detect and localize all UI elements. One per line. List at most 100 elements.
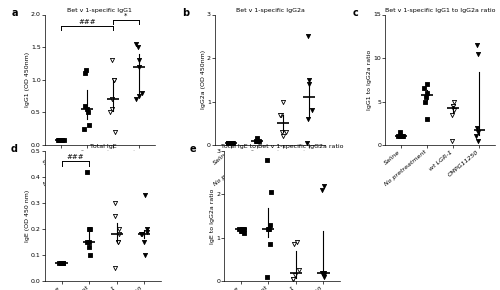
Point [84, 240, 92, 244]
Point [224, 140, 232, 145]
Point [394, 134, 402, 139]
Point [240, 227, 248, 231]
Point [254, 138, 262, 143]
Point [264, 227, 272, 231]
Point [112, 214, 120, 218]
Point [138, 232, 145, 237]
Title: Bet v 1-specific IgG1: Bet v 1-specific IgG1 [68, 8, 132, 13]
Point [238, 227, 246, 231]
Point [132, 97, 140, 101]
Point [450, 99, 458, 104]
Point [420, 86, 428, 91]
Point [84, 107, 92, 111]
Point [278, 130, 286, 134]
Point [236, 227, 244, 231]
Point [86, 253, 94, 258]
Point [318, 188, 326, 192]
Point [108, 97, 116, 101]
Point [85, 240, 93, 244]
Point [277, 112, 285, 117]
Point [57, 261, 65, 265]
Point [140, 240, 148, 244]
Point [449, 104, 457, 108]
Point [264, 157, 272, 162]
Point [448, 112, 456, 117]
Point [138, 90, 146, 95]
Point [84, 110, 92, 115]
Point [228, 140, 235, 145]
Point [114, 232, 122, 237]
Point [58, 261, 66, 265]
Point [304, 34, 312, 39]
Point [308, 108, 316, 113]
Point [114, 240, 122, 244]
Point [276, 112, 284, 117]
Point [450, 108, 458, 113]
Point [448, 138, 456, 143]
Point [266, 222, 274, 227]
Point [54, 138, 62, 143]
Point [238, 229, 246, 234]
Point [252, 138, 260, 143]
Point [56, 138, 64, 143]
Point [279, 99, 287, 104]
Point [111, 130, 119, 134]
Point [305, 77, 313, 82]
Point [59, 261, 67, 265]
Point [80, 104, 88, 108]
Point [142, 193, 150, 197]
Point [85, 123, 93, 128]
Point [252, 138, 260, 143]
Point [254, 138, 262, 143]
Point [290, 242, 298, 246]
Point [83, 169, 91, 174]
Point [266, 242, 274, 246]
Point [318, 270, 326, 275]
Point [399, 134, 407, 139]
Point [58, 138, 66, 143]
Point [110, 266, 118, 271]
Point [320, 273, 328, 277]
Point [396, 130, 404, 134]
Point [86, 245, 94, 250]
Point [320, 183, 328, 188]
Point [115, 227, 123, 231]
Point [236, 229, 244, 234]
Point [304, 117, 312, 121]
Point [58, 138, 66, 143]
Text: ###: ### [66, 154, 84, 160]
Point [472, 134, 480, 139]
Point [54, 138, 62, 143]
Point [396, 134, 404, 139]
Y-axis label: IgG2a (OD 450nm): IgG2a (OD 450nm) [200, 50, 205, 109]
Point [138, 232, 146, 237]
Point [58, 261, 66, 265]
Point [80, 126, 88, 131]
Point [253, 136, 261, 141]
Point [320, 275, 328, 279]
Point [421, 99, 429, 104]
Point [266, 190, 274, 195]
Point [263, 275, 271, 279]
Point [85, 227, 93, 231]
Point [110, 77, 118, 82]
Point [278, 134, 286, 139]
Point [60, 138, 68, 143]
Point [56, 261, 64, 265]
Title: Total IgE: Total IgE [90, 144, 116, 149]
Point [424, 117, 432, 121]
Point [142, 227, 150, 231]
Point [58, 261, 66, 265]
Text: ###: ### [78, 19, 96, 25]
Text: e: e [190, 144, 196, 154]
Point [302, 140, 310, 145]
Text: d: d [10, 144, 18, 154]
Point [225, 140, 233, 145]
Point [134, 45, 141, 49]
Point [474, 138, 482, 143]
Point [266, 227, 274, 231]
Point [228, 140, 235, 145]
Y-axis label: IgE to IgG2a ratio: IgE to IgG2a ratio [210, 188, 215, 244]
Text: a: a [12, 8, 18, 18]
Point [110, 77, 118, 82]
